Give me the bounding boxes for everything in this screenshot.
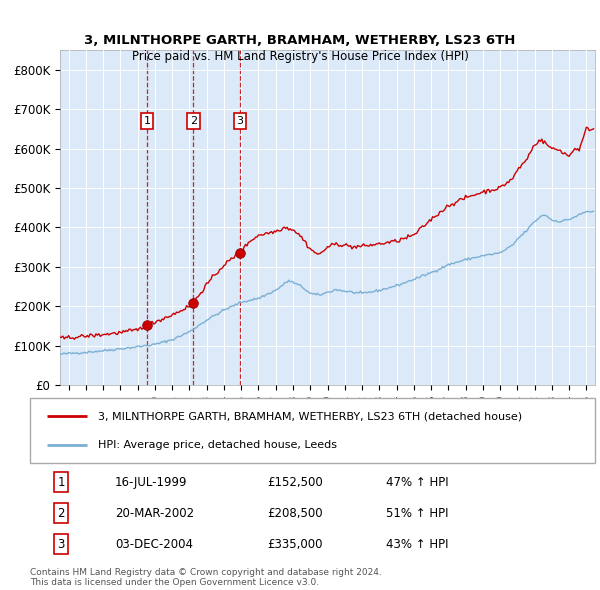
- Text: 2: 2: [58, 507, 65, 520]
- Text: Price paid vs. HM Land Registry's House Price Index (HPI): Price paid vs. HM Land Registry's House …: [131, 50, 469, 63]
- Text: This data is licensed under the Open Government Licence v3.0.: This data is licensed under the Open Gov…: [30, 578, 319, 587]
- Text: 3, MILNTHORPE GARTH, BRAMHAM, WETHERBY, LS23 6TH (detached house): 3, MILNTHORPE GARTH, BRAMHAM, WETHERBY, …: [98, 411, 522, 421]
- Text: 3: 3: [236, 116, 244, 126]
- Text: 1: 1: [58, 476, 65, 489]
- Text: HPI: Average price, detached house, Leeds: HPI: Average price, detached house, Leed…: [98, 440, 337, 450]
- Text: 51% ↑ HPI: 51% ↑ HPI: [386, 507, 448, 520]
- Text: 1: 1: [143, 116, 151, 126]
- Text: 16-JUL-1999: 16-JUL-1999: [115, 476, 187, 489]
- Text: 3: 3: [58, 537, 65, 550]
- Text: £152,500: £152,500: [267, 476, 323, 489]
- Text: 3, MILNTHORPE GARTH, BRAMHAM, WETHERBY, LS23 6TH: 3, MILNTHORPE GARTH, BRAMHAM, WETHERBY, …: [85, 34, 515, 47]
- Text: 2: 2: [190, 116, 197, 126]
- Text: 43% ↑ HPI: 43% ↑ HPI: [386, 537, 448, 550]
- FancyBboxPatch shape: [30, 398, 595, 463]
- Text: 03-DEC-2004: 03-DEC-2004: [115, 537, 193, 550]
- Text: 20-MAR-2002: 20-MAR-2002: [115, 507, 194, 520]
- Text: £335,000: £335,000: [267, 537, 323, 550]
- Text: £208,500: £208,500: [267, 507, 323, 520]
- Text: 47% ↑ HPI: 47% ↑ HPI: [386, 476, 449, 489]
- Text: Contains HM Land Registry data © Crown copyright and database right 2024.: Contains HM Land Registry data © Crown c…: [30, 568, 382, 577]
